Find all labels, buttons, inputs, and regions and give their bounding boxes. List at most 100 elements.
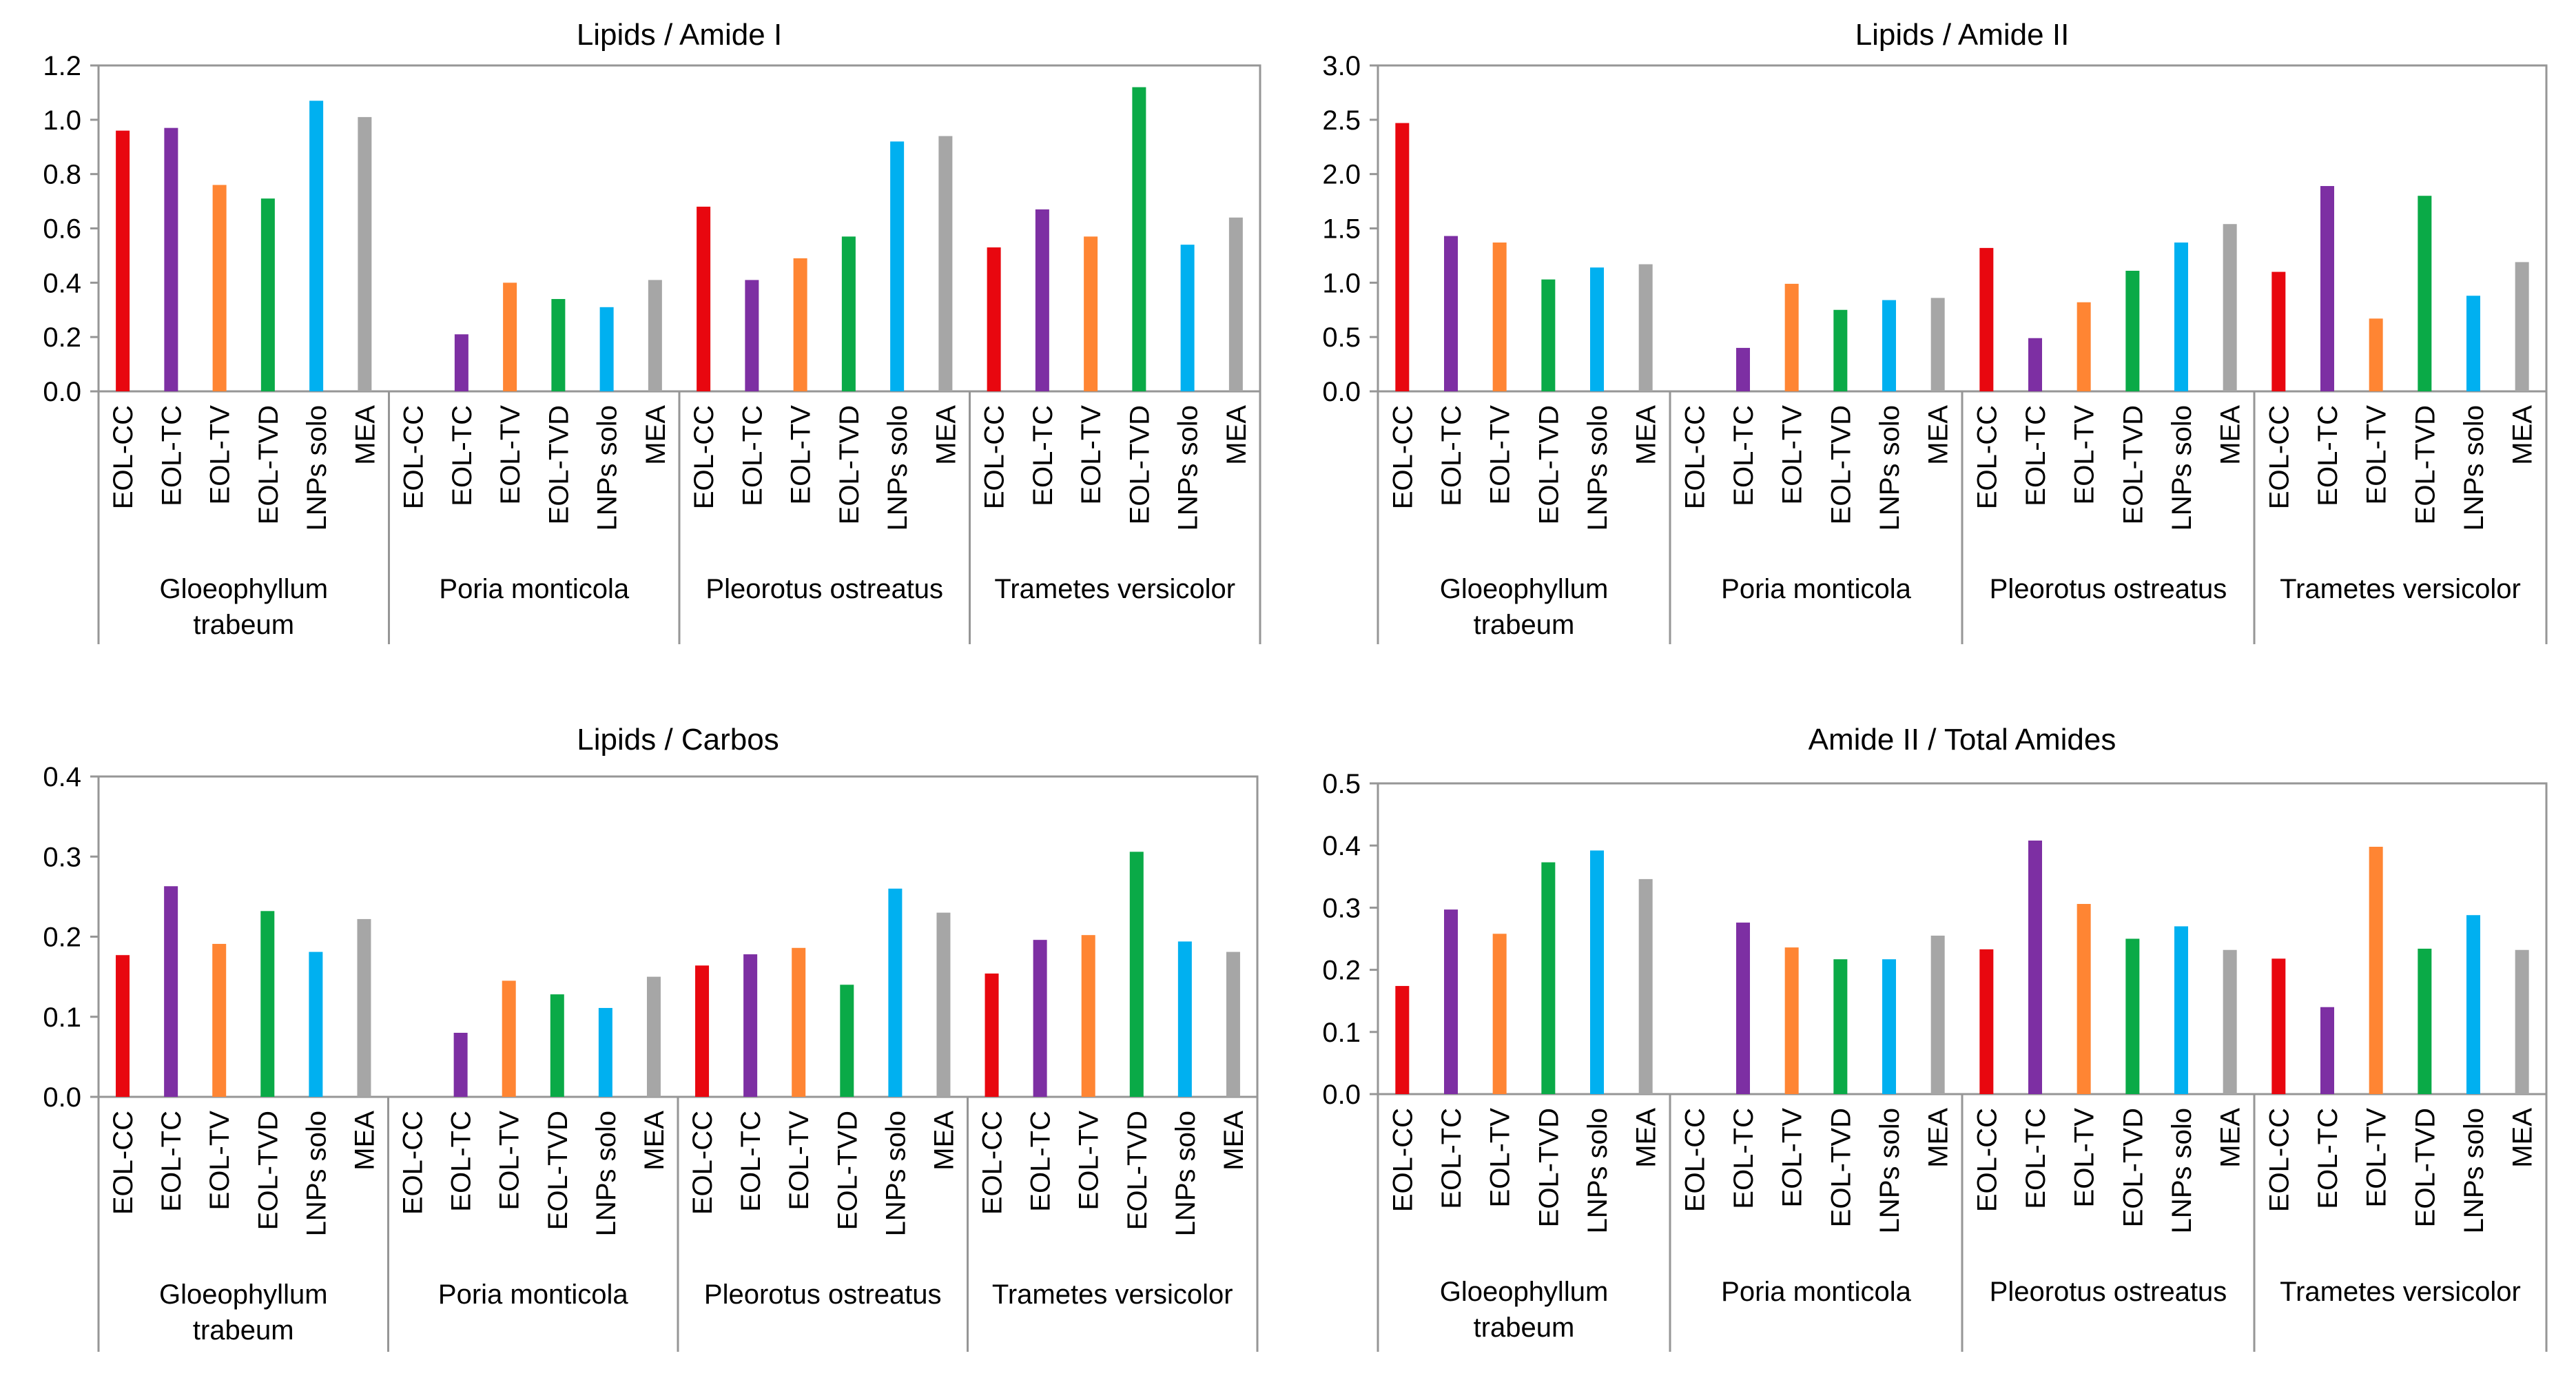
bar-lnps-solo: [1590, 267, 1604, 391]
category-label: EOL-TVD: [1826, 1108, 1856, 1227]
bar-eol-tc: [743, 954, 758, 1097]
bar-eol-tc: [454, 334, 468, 391]
category-label: LNPs solo: [1173, 405, 1204, 531]
bar-eol-cc: [116, 130, 130, 391]
group-label: Pleorotus ostreatus: [1990, 1277, 2227, 1307]
bar-eol-tv: [2077, 903, 2091, 1094]
group-label: Gloeophyllum: [1440, 1277, 1609, 1307]
bar-mea: [1226, 951, 1240, 1097]
chart-panel-3: Lipids / Carbos 0.0 0.1 0.2 0.3 0.4 EOL-CC EOL-…: [43, 723, 1259, 1352]
category-label: EOL-TV: [784, 1111, 814, 1211]
bar-eol-tvd: [2125, 270, 2140, 391]
category-label: EOL-TC: [1436, 1108, 1467, 1209]
bar-eol-tvd: [2418, 196, 2432, 391]
bar-lnps-solo: [1177, 941, 1192, 1097]
bar-eol-tc: [1033, 940, 1047, 1097]
category-label: LNPs solo: [593, 405, 623, 531]
category-label: EOL-CC: [2264, 405, 2294, 509]
category-label: EOL-CC: [978, 1111, 1008, 1215]
group-label: trabeum: [1474, 610, 1575, 640]
bar-eol-tv: [2077, 302, 2091, 391]
category-label: MEA: [641, 405, 671, 465]
y-tick-label: 1.5: [1322, 214, 1361, 245]
chart-title: Lipids / Amide II: [1855, 18, 2070, 52]
category-label: EOL-TVD: [2118, 405, 2148, 524]
bar-eol-tv: [1784, 947, 1799, 1094]
category-label: EOL-TV: [1076, 405, 1106, 505]
bar-eol-cc: [116, 955, 130, 1097]
y-tick-label: 0.3: [43, 842, 81, 872]
category-label: EOL-TV: [1074, 1111, 1104, 1211]
bar-eol-tvd: [2125, 938, 2140, 1094]
bar-lnps-solo: [1882, 300, 1896, 391]
y-tick-label: 0.4: [1322, 831, 1361, 861]
group-label: Poria monticola: [439, 574, 629, 604]
category-label: EOL-TV: [1778, 1108, 1808, 1208]
bar-eol-tc: [164, 127, 178, 392]
category-label: MEA: [2216, 1108, 2246, 1168]
y-tick-label: 0.5: [1322, 769, 1361, 799]
bar-lnps-solo: [1180, 245, 1195, 391]
category-label: EOL-TV: [495, 405, 526, 505]
bar-eol-tv: [1492, 934, 1507, 1094]
bar-eol-tvd: [551, 298, 566, 391]
bar-lnps-solo: [2174, 926, 2188, 1094]
category-label: EOL-TC: [1436, 405, 1467, 506]
y-tick-label: 0.5: [1322, 322, 1361, 353]
y-tick-label: 3.0: [1322, 51, 1361, 81]
bar-eol-cc: [987, 247, 1001, 391]
bar-eol-tv: [503, 282, 517, 391]
category-label: EOL-TV: [495, 1111, 525, 1211]
bar-mea: [1930, 298, 1945, 391]
category-label: MEA: [350, 405, 380, 465]
bar-eol-tvd: [841, 236, 856, 391]
group-label: Pleorotus ostreatus: [1990, 574, 2227, 604]
category-label: MEA: [2216, 405, 2246, 465]
bar-mea: [1228, 217, 1243, 391]
bar-eol-cc: [1395, 986, 1410, 1094]
bar-mea: [1638, 264, 1653, 391]
chart-panel-2: Lipids / Amide II 0.0 0.5 1.0 1.5 2.0 2.5 3.0 EO…: [1322, 18, 2548, 644]
bar-mea: [2223, 949, 2237, 1094]
category-label: LNPs solo: [2459, 405, 2489, 531]
category-label: MEA: [2508, 1108, 2538, 1168]
category-label: LNPs solo: [2167, 1108, 2197, 1233]
category-label: LNPs solo: [1875, 405, 1905, 531]
category-label: EOL-TC: [2313, 1108, 2343, 1209]
category-label: EOL-CC: [980, 405, 1010, 509]
bar-eol-tvd: [550, 994, 564, 1097]
category-label: EOL-TVD: [832, 1111, 863, 1230]
bar-eol-tv: [793, 258, 807, 391]
category-label: EOL-TC: [2021, 405, 2051, 506]
category-label: EOL-CC: [108, 405, 138, 509]
category-label: EOL-CC: [2264, 1108, 2294, 1212]
bar-eol-tv: [212, 943, 227, 1097]
category-label: MEA: [1924, 405, 1954, 465]
category-label: LNPs solo: [1171, 1111, 1201, 1236]
category-label: EOL-TV: [1485, 1108, 1516, 1208]
bar-eol-tv: [1084, 236, 1098, 391]
category-label: EOL-TVD: [254, 405, 284, 524]
group-label: Trametes versicolor: [992, 1279, 1233, 1310]
group-label: Trametes versicolor: [2280, 1277, 2521, 1307]
bar-mea: [2223, 224, 2237, 391]
y-tick-label: 0.4: [43, 268, 81, 298]
category-label: EOL-TC: [2313, 405, 2343, 506]
y-tick-label: 0.3: [1322, 893, 1361, 923]
bar-eol-tc: [1736, 347, 1750, 391]
bar-eol-tc: [164, 886, 178, 1097]
bar-mea: [938, 136, 953, 391]
category-label: EOL-TV: [2070, 1108, 2100, 1208]
category-label: EOL-TVD: [1124, 405, 1155, 524]
category-label: EOL-CC: [688, 1111, 718, 1215]
group-label: Gloeophyllum: [159, 1279, 328, 1310]
category-label: MEA: [1924, 1108, 1954, 1168]
bar-lnps-solo: [2174, 242, 2188, 391]
bar-eol-tc: [1444, 236, 1458, 391]
category-label: LNPs solo: [591, 1111, 621, 1236]
bar-lnps-solo: [598, 1007, 612, 1097]
category-label: EOL-CC: [1680, 1108, 1710, 1212]
chart-title: Lipids / Carbos: [577, 723, 779, 757]
category-label: MEA: [1631, 1108, 1662, 1168]
